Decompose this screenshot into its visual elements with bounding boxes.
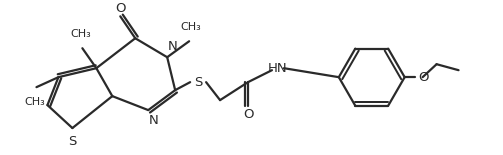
Text: O: O [115, 2, 126, 15]
Text: CH₃: CH₃ [70, 29, 91, 39]
Text: HN: HN [268, 62, 288, 75]
Text: CH₃: CH₃ [24, 97, 45, 107]
Text: N: N [168, 40, 178, 53]
Text: S: S [68, 135, 76, 148]
Text: O: O [243, 108, 253, 121]
Text: N: N [149, 114, 159, 127]
Text: S: S [194, 76, 202, 89]
Text: O: O [418, 71, 429, 84]
Text: CH₃: CH₃ [181, 22, 202, 32]
